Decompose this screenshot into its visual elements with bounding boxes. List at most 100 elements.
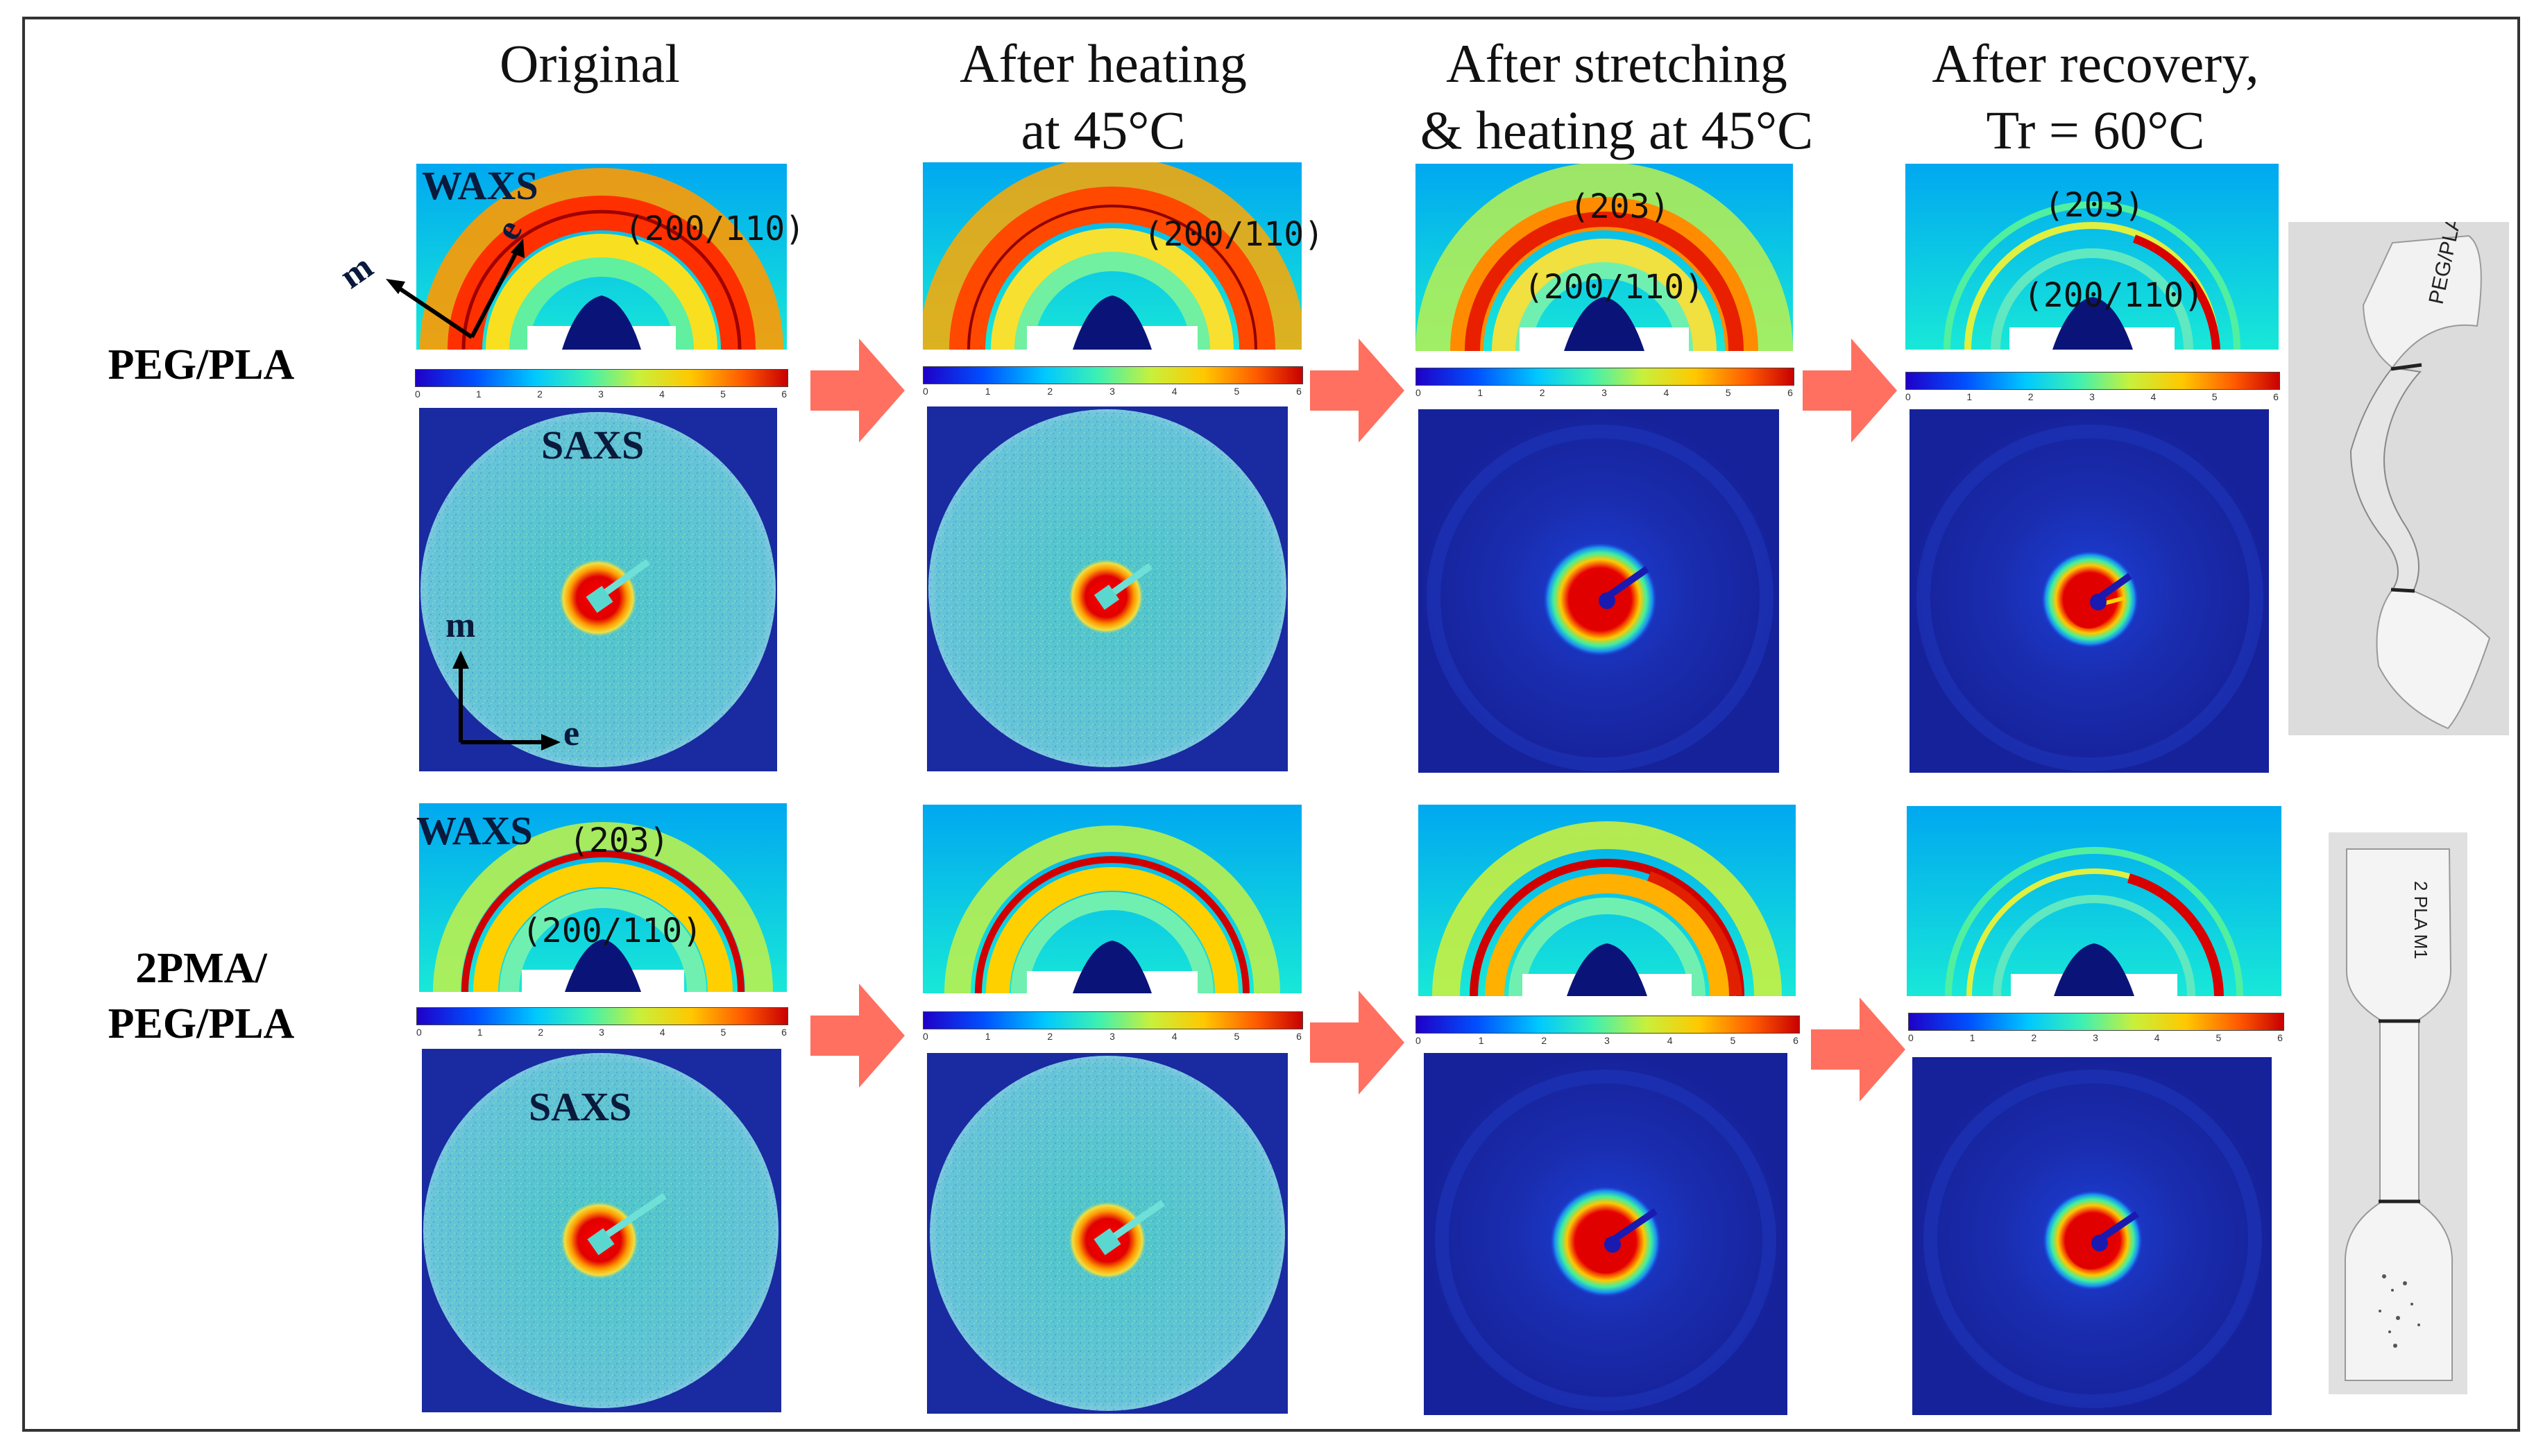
colorbar	[1415, 1016, 1800, 1034]
tick: 4	[659, 388, 665, 400]
process-arrow	[810, 339, 905, 443]
axis-arrows-waxs	[386, 239, 525, 339]
colorbar-ticks: 0 1 2 3 4 5 6	[415, 388, 787, 402]
axis-label-m: m	[445, 606, 476, 645]
saxs-pattern-2pma-after-stretching	[1424, 1053, 1787, 1415]
tick: 0	[923, 386, 928, 397]
peak-label-200-110: (200/110)	[1143, 215, 1325, 254]
process-arrow	[1310, 991, 1404, 1095]
row-label-peg-pla: PEG/PLA	[69, 337, 333, 393]
tick: 0	[1415, 387, 1421, 398]
colorbar	[415, 369, 788, 387]
column-header-line1: After stretching	[1446, 33, 1787, 94]
saxs-pattern-2pma-after-heating	[927, 1053, 1288, 1414]
tick: 5	[1730, 1035, 1736, 1046]
tick: 4	[1171, 1031, 1177, 1042]
process-arrow	[1803, 339, 1897, 443]
tick: 2	[1047, 1031, 1053, 1042]
tick: 2	[1047, 386, 1053, 397]
saxs-pattern-peg-pla-original	[419, 408, 777, 771]
colorbar-ticks: 0 1 2 3 4 5 6	[923, 1031, 1302, 1045]
tick: 6	[1793, 1035, 1798, 1046]
tick: 5	[720, 388, 726, 400]
tick: 4	[2154, 1032, 2160, 1043]
axis-label-e: e	[563, 714, 580, 753]
tick: 5	[1234, 386, 1240, 397]
column-header-after-heating: After heating at 45°C	[923, 31, 1284, 164]
tick: 5	[2215, 1032, 2222, 1043]
saxs-pattern-peg-pla-after-heating	[927, 406, 1288, 771]
tick: 6	[2273, 391, 2279, 402]
colorbar-ticks: 0 1 2 3 4 5 6	[1905, 391, 2279, 405]
peak-label-200-110: (200/110)	[1524, 268, 1705, 307]
tick: 1	[1969, 1032, 1975, 1043]
process-arrow	[810, 984, 905, 1088]
tick: 0	[1908, 1032, 1914, 1043]
colorbar	[1905, 372, 2280, 390]
axis-arrows-saxs	[452, 651, 561, 751]
peak-label-203: (203)	[2044, 186, 2145, 225]
tick: 0	[415, 388, 420, 400]
column-header-line2: at 45°C	[1021, 100, 1186, 160]
column-header-line2: & heating at 45°C	[1420, 100, 1814, 160]
peak-label-200-110: (200/110)	[522, 911, 703, 950]
tick: 5	[1234, 1031, 1240, 1042]
colorbar-ticks: 0 1 2 3 4 5 6	[1908, 1032, 2283, 1046]
tick: 4	[1171, 386, 1177, 397]
saxs-pattern-peg-pla-after-recovery	[1910, 409, 2269, 773]
saxs-label: SAXS	[541, 422, 645, 468]
process-arrow	[1811, 997, 1905, 1102]
tick: 5	[1725, 387, 1731, 398]
tick: 1	[985, 386, 991, 397]
specimen-photo-2pma-peg-pla: 2 PLA M1	[2329, 832, 2467, 1394]
tick: 2	[2031, 1032, 2037, 1043]
tick: 1	[1478, 1035, 1484, 1046]
tick: 2	[537, 388, 543, 400]
waxs-pattern-2pma-after-stretching	[1418, 805, 1796, 996]
specimen-photo-peg-pla: PEG/PLA	[2288, 214, 2509, 735]
column-header-after-recovery: After recovery, Tr = 60°C	[1887, 31, 2304, 164]
colorbar-ticks: 0 1 2 3 4 5 6	[923, 386, 1302, 400]
tick: 0	[1905, 391, 1911, 402]
saxs-pattern-2pma-original	[422, 1049, 781, 1412]
waxs-pattern-peg-pla-after-stretching	[1415, 164, 1793, 351]
waxs-pattern-2pma-after-recovery	[1907, 806, 2281, 996]
colorbar-ticks: 0 1 2 3 4 5 6	[416, 1027, 787, 1040]
tick: 1	[1966, 391, 1973, 402]
tick: 5	[720, 1027, 726, 1038]
waxs-pattern-2pma-after-heating	[923, 805, 1302, 993]
colorbar	[1908, 1013, 2284, 1031]
tick: 3	[2089, 391, 2095, 402]
tick: 0	[923, 1031, 928, 1042]
colorbar-ticks: 0 1 2 3 4 5 6	[1415, 387, 1793, 401]
tick: 3	[1109, 386, 1115, 397]
tick: 2	[1541, 1035, 1547, 1046]
tick: 3	[1601, 387, 1607, 398]
tick: 6	[1296, 1031, 1302, 1042]
tick: 0	[416, 1027, 422, 1038]
tick: 1	[477, 1027, 483, 1038]
peak-label-200-110: (200/110)	[624, 209, 806, 248]
column-header-line1: After recovery,	[1932, 33, 2259, 94]
column-header-line2: Tr = 60°C	[1986, 100, 2205, 160]
peak-label-203: (203)	[569, 821, 670, 860]
waxs-pattern-2pma-original	[419, 803, 787, 992]
saxs-label: SAXS	[529, 1084, 632, 1129]
peak-label-203: (203)	[1570, 187, 1670, 226]
saxs-pattern-peg-pla-after-stretching	[1418, 409, 1779, 773]
tick: 2	[538, 1027, 544, 1038]
waxs-pattern-peg-pla-original	[416, 164, 787, 350]
waxs-pattern-peg-pla-after-recovery	[1905, 164, 2279, 350]
tick: 1	[1477, 387, 1483, 398]
tick: 3	[1109, 1031, 1115, 1042]
row-label-line1: 2PMA/	[135, 945, 267, 992]
row-label-line2: PEG/PLA	[108, 1000, 295, 1047]
waxs-label: WAXS	[422, 163, 538, 208]
tick: 6	[1296, 386, 1302, 397]
column-header-line1: After heating	[960, 33, 1247, 94]
waxs-pattern-peg-pla-after-heating	[923, 162, 1302, 350]
colorbar	[923, 1011, 1303, 1029]
row-label-line1: PEG/PLA	[108, 341, 295, 388]
colorbar	[1415, 368, 1794, 386]
tick: 4	[1663, 387, 1669, 398]
